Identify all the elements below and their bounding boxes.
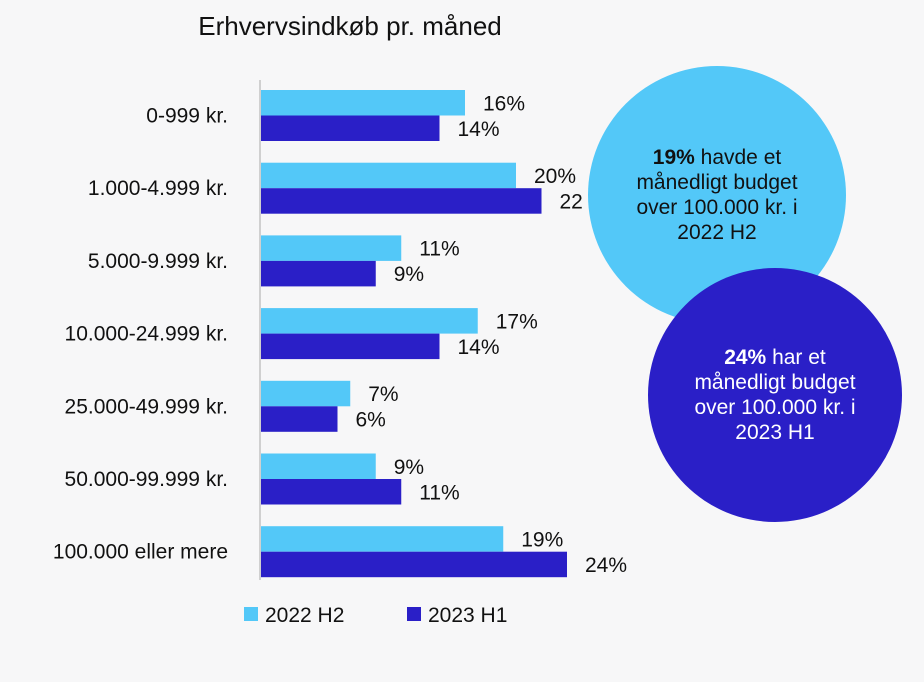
data-label-2023-h1-0: 14% [458,118,500,141]
bar-2022-h2-0 [261,90,465,116]
bar-2023-h1-5 [261,479,402,505]
category-label-5: 50.000-99.999 kr. [65,468,228,491]
data-label-2023-h1-4: 6% [356,409,386,432]
callout-2023-h1-value: 24% [724,345,767,369]
data-label-2022-h2-3: 17% [496,310,538,333]
data-label-2023-h1-6: 24% [585,554,627,577]
category-label-3: 10.000-24.999 kr. [65,323,228,346]
bar-2022-h2-5 [261,453,376,479]
category-label-4: 25.000-49.999 kr. [65,395,228,418]
bar-2022-h2-1 [261,162,516,189]
bar-2023-h1-2 [261,260,376,287]
data-label-2022-h2-2: 11% [419,238,459,261]
data-label-2023-h1-3: 14% [458,336,500,359]
bar-2023-h1-4 [261,406,338,432]
data-label-2022-h2-4: 7% [368,383,398,406]
bar-2022-h2-4 [261,380,351,407]
bar-2023-h1-3 [261,333,440,360]
data-label-2022-h2-5: 9% [394,456,424,479]
bar-2022-h2-2 [261,235,402,261]
category-label-1: 1.000-4.999 kr. [88,177,228,200]
category-label-2: 5.000-9.999 kr. [88,250,228,273]
callout-2022-h2-text: havde et månedligt budget over 100.000 k… [636,145,798,245]
bar-2022-h2-3 [261,308,478,334]
data-label-2022-h2-1: 20% [534,165,576,188]
data-label-2023-h1-2: 9% [394,263,424,286]
legend-swatch-2023-h1 [407,607,421,621]
chart-title: Erhvervsindkøb pr. måned [198,11,501,41]
category-label-6: 100.000 eller mere [53,541,228,564]
bar-2023-h1-6 [261,551,567,578]
callout-bubble-2023-h1: 24% har et månedligt budget over 100.000… [648,268,902,522]
legend-label-2023-h1: 2023 H1 [428,604,507,627]
bar-2023-h1-1 [261,188,542,214]
bar-2023-h1-0 [261,115,440,141]
legend-label-2022-h2: 2022 H2 [265,604,344,627]
data-label-2022-h2-6: 19% [521,528,563,551]
legend-swatch-2022-h2 [244,607,258,621]
bar-2022-h2-6 [261,526,504,552]
data-label-2023-h1-1: 22 [560,190,583,213]
data-label-2022-h2-0: 16% [483,92,525,115]
category-label-0: 0-999 kr. [146,105,228,128]
callout-2022-h2-value: 19% [652,145,695,169]
data-label-2023-h1-5: 11% [419,481,459,504]
callout-2023-h1-text: har et månedligt budget over 100.000 kr.… [694,345,856,445]
